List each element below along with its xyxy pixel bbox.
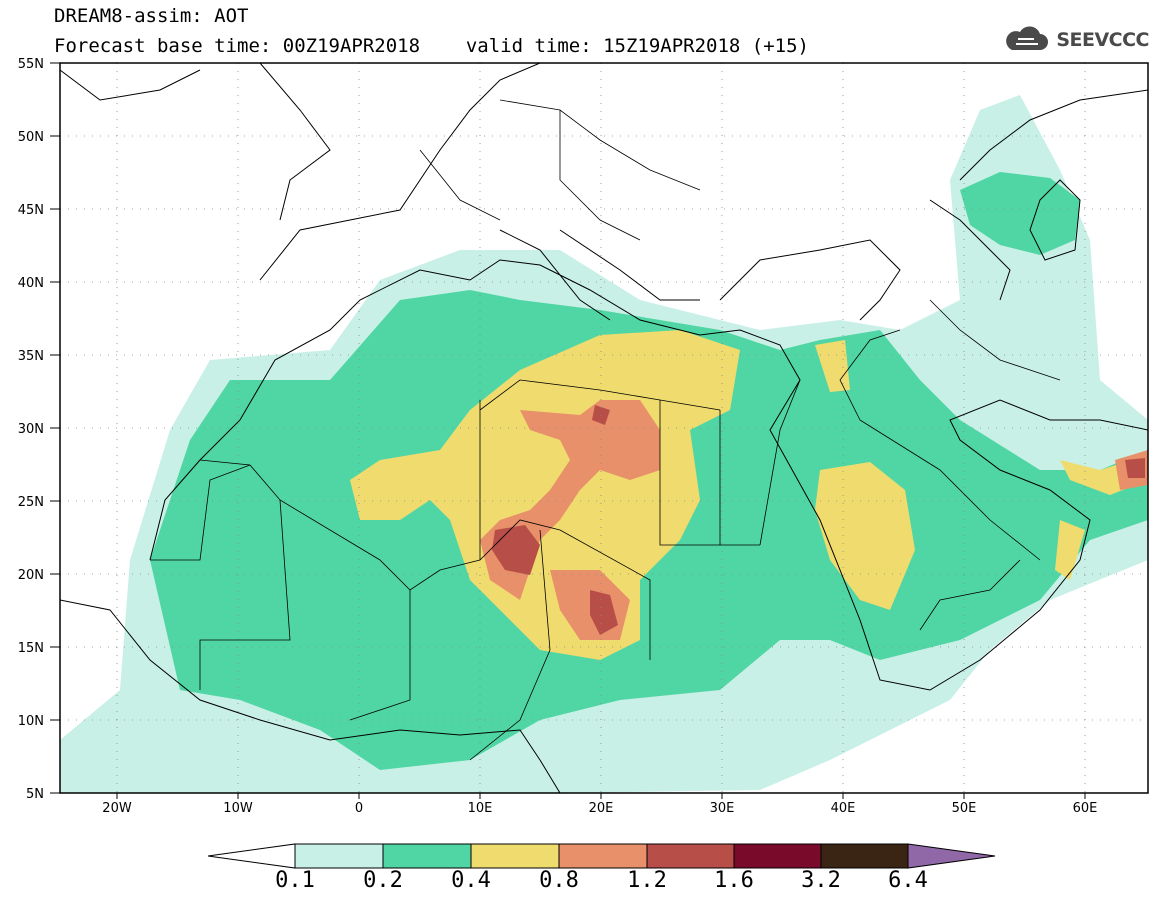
valid-time: valid time: 15Z19APR2018 (+15) — [465, 35, 809, 57]
country-borders — [150, 99, 1061, 761]
graticule — [60, 63, 1148, 793]
lat-label: 55N — [18, 57, 44, 72]
colorbar-label: 6.4 — [888, 868, 928, 893]
lon-label: 10W — [223, 801, 253, 816]
lon-label: 60E — [1073, 801, 1098, 816]
lat-ticks — [50, 62, 60, 794]
colorbar-label: 0.8 — [539, 868, 579, 893]
lon-label: 10E — [468, 801, 493, 816]
coastlines — [60, 63, 1148, 793]
colorbar-label: 0.1 — [275, 868, 315, 893]
seevccc-logo: SEEVCCC — [1000, 26, 1149, 54]
colorbar-swatch — [820, 843, 909, 869]
lon-label: 50E — [952, 801, 977, 816]
lat-label: 15N — [18, 641, 44, 656]
colorbar-label: 1.6 — [714, 868, 754, 893]
lat-label: 45N — [18, 203, 44, 218]
colorbar-swatch — [646, 843, 735, 869]
lon-label: 20W — [102, 801, 132, 816]
latitude-labels: 55N 50N 45N 40N 35N 30N 25N 20N 15N 10N … — [18, 57, 44, 802]
lat-label: 10N — [18, 714, 44, 729]
lon-label: 40E — [831, 801, 856, 816]
base-time: Forecast base time: 00Z19APR2018 — [54, 35, 421, 57]
map-title: DREAM8-assim: AOT — [54, 5, 249, 27]
lat-label: 40N — [18, 276, 44, 291]
colorbar-label: 0.4 — [451, 868, 491, 893]
colorbar-label: 1.2 — [627, 868, 667, 893]
cloud-logo-icon — [1006, 26, 1049, 50]
lon-label: 20E — [589, 801, 614, 816]
colorbar-swatch — [470, 843, 560, 869]
colorbar-label: 0.2 — [363, 868, 403, 893]
aot-field — [60, 95, 1148, 793]
forecast-time-line: Forecast base time: 00Z19APR2018 valid t… — [54, 36, 809, 56]
lat-label: 20N — [18, 568, 44, 583]
lat-label: 50N — [18, 130, 44, 145]
colorbar-swatch — [733, 843, 822, 869]
lat-label: 35N — [18, 349, 44, 364]
logo-text: SEEVCCC — [1056, 29, 1149, 51]
longitude-labels: 20W 10W 0 10E 20E 30E 40E 50E 60E — [102, 801, 1097, 816]
colorbar-swatch — [558, 843, 648, 869]
colorbar-low-arrow — [207, 843, 296, 869]
colorbar-swatch — [382, 843, 472, 869]
lat-label: 5N — [26, 787, 44, 802]
lat-label: 30N — [18, 422, 44, 437]
lon-label: 30E — [710, 801, 735, 816]
colorbar-swatch — [294, 843, 384, 869]
lat-label: 25N — [18, 495, 44, 510]
lon-label: 0 — [355, 801, 363, 816]
lon-ticks — [116, 793, 1086, 799]
colorbar-label: 3.2 — [801, 868, 841, 893]
colorbar-high-arrow — [907, 843, 996, 869]
